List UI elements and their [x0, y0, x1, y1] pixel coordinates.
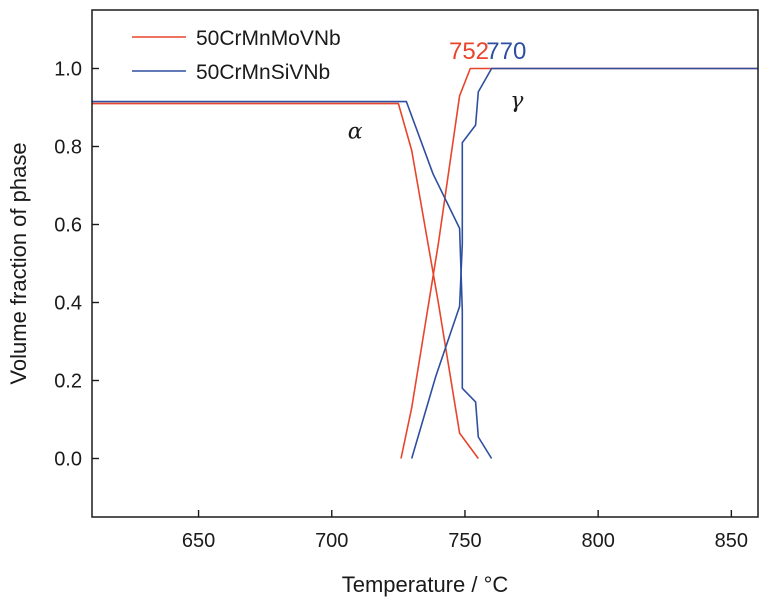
y-tick-label: 0.0 — [54, 449, 82, 471]
series-line-50crmnmovnb-alpha — [92, 102, 479, 459]
y-tick-label: 0.8 — [54, 137, 82, 159]
plot-series-group — [92, 67, 758, 459]
y-axis-title: Volume fraction of phase — [6, 142, 31, 384]
annot-gamma: γ — [510, 89, 524, 114]
tick-labels-group: 650 700 750 800 850 0.0 0.2 0.4 0.6 0.8 1.0 — [54, 59, 748, 553]
y-tick-label: 1.0 — [54, 59, 82, 81]
annot-752: 752 — [449, 38, 489, 65]
y-tick-label: 0.2 — [54, 371, 82, 393]
x-tick-label: 850 — [715, 530, 748, 552]
y-tick-label: 0.6 — [54, 215, 82, 237]
x-tick-label: 800 — [581, 530, 614, 552]
x-axis-title: Temperature / °C — [342, 572, 509, 597]
series-line-50crmnsivnb-gamma — [410, 67, 758, 459]
axis-ticks-group — [92, 67, 733, 517]
x-tick-label: 750 — [448, 530, 481, 552]
legend: 50CrMnMoVNb 50CrMnSiVNb — [132, 27, 341, 84]
legend-label-0: 50CrMnMoVNb — [196, 27, 341, 50]
y-tick-label: 0.4 — [54, 293, 82, 315]
annot-770: 770 — [486, 38, 526, 65]
annot-alpha: α — [348, 120, 363, 145]
series-line-50crmnsivnb-alpha — [92, 100, 493, 459]
x-tick-label: 700 — [315, 530, 348, 552]
x-axis-unit: °C — [484, 572, 509, 597]
x-tick-label: 650 — [182, 530, 215, 552]
x-axis-title-text: Temperature / — [342, 572, 484, 597]
plot-frame — [91, 9, 759, 518]
legend-label-1: 50CrMnSiVNb — [196, 61, 330, 84]
